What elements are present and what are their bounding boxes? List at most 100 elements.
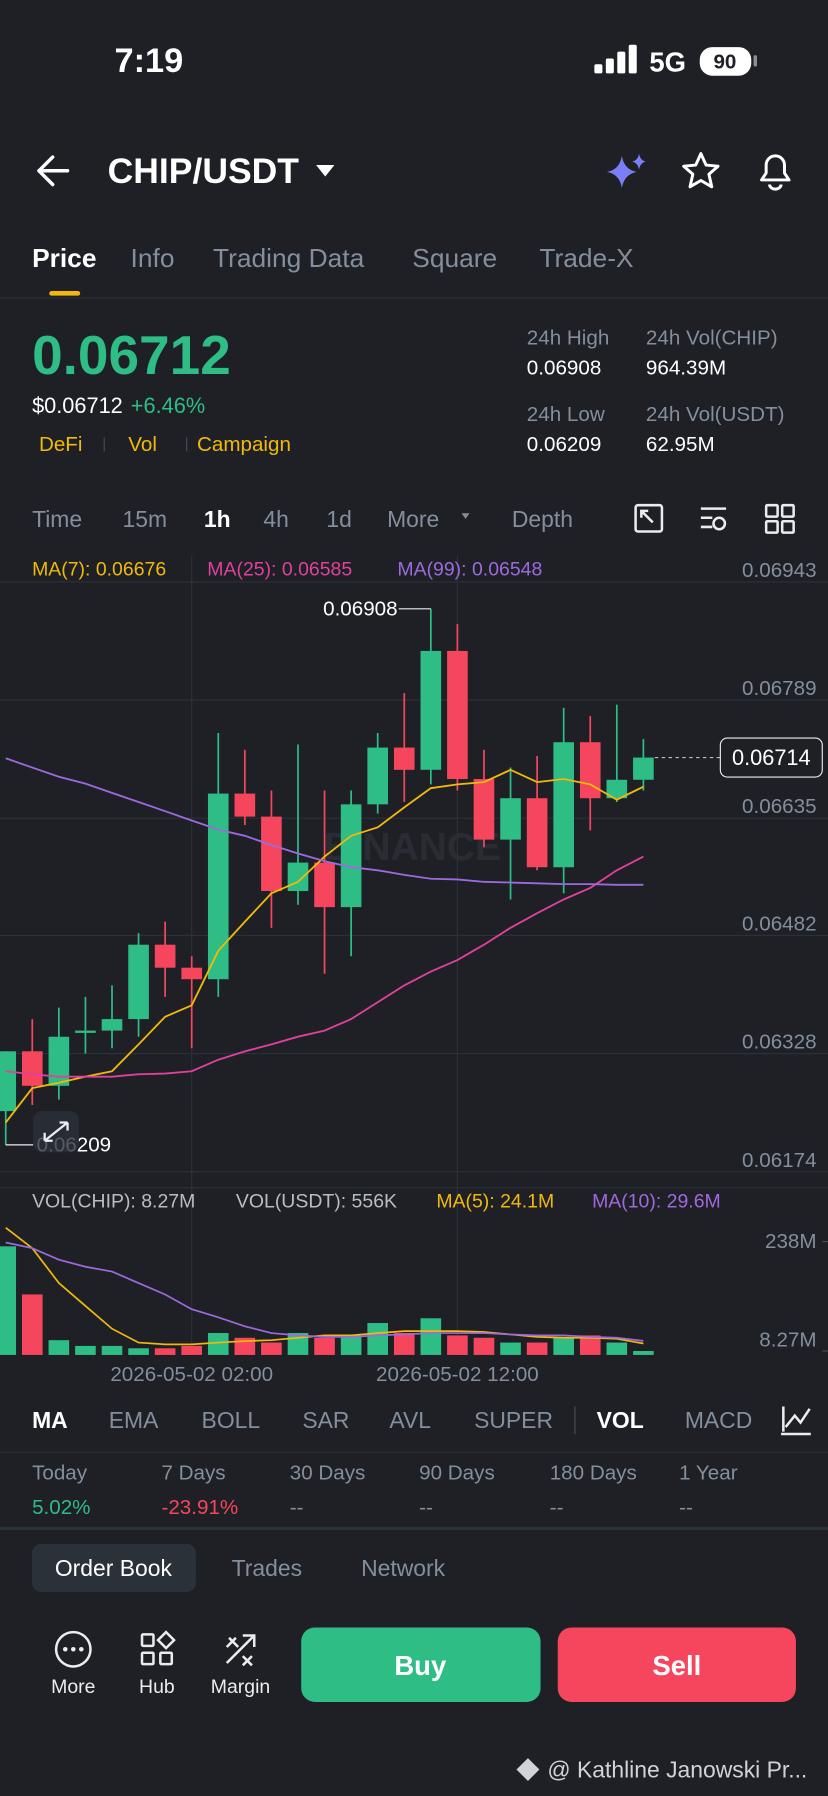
candle-body <box>207 793 229 980</box>
indicator[interactable]: SUPER <box>474 1407 553 1433</box>
status-time: 7:19 <box>115 42 184 80</box>
divider <box>0 1526 828 1531</box>
candle-body <box>234 793 256 817</box>
y-tick-label: 0.06635 <box>742 795 817 818</box>
ma-line <box>5 855 644 1078</box>
interval[interactable]: 4h <box>263 506 288 532</box>
candle-body <box>287 862 309 892</box>
indicator[interactable]: MACD <box>685 1407 752 1433</box>
volume-bar <box>447 1335 468 1355</box>
legend-entry: MA(99): 0.06548 <box>397 558 542 580</box>
interval[interactable]: 1h <box>204 506 231 532</box>
volume-bar <box>21 1294 43 1355</box>
candle-body <box>128 944 149 1020</box>
margin-icon[interactable] <box>225 1634 256 1667</box>
alert-button[interactable] <box>760 154 791 191</box>
footer-icon <box>516 1758 540 1781</box>
candle-body <box>447 650 468 780</box>
candle-body <box>340 804 362 908</box>
candle-body <box>367 747 389 805</box>
indicator[interactable]: EMA <box>109 1407 159 1433</box>
indicator[interactable]: MA <box>32 1407 68 1433</box>
volume-bar <box>128 1348 149 1355</box>
volume-ma-line <box>5 1227 644 1346</box>
candle-body <box>314 862 335 908</box>
period-change: -23.91% <box>161 1496 238 1519</box>
chart-tool-icons[interactable] <box>634 503 795 534</box>
back-button[interactable] <box>37 155 70 187</box>
volume-bar <box>420 1318 442 1355</box>
sell-label[interactable]: Sell <box>652 1650 701 1681</box>
ai-button[interactable] <box>606 153 646 188</box>
pair-title[interactable]: CHIP/USDT <box>108 151 300 191</box>
action-label[interactable]: Margin <box>211 1676 270 1698</box>
candle-body <box>420 650 442 770</box>
stat-label: 24h Vol(CHIP) <box>646 326 778 349</box>
interval[interactable]: 15m <box>123 506 168 532</box>
action-label[interactable]: More <box>51 1676 95 1698</box>
tag[interactable]: Vol <box>128 433 157 456</box>
volume-bar <box>393 1333 415 1355</box>
ma-line <box>5 768 644 1124</box>
indicator[interactable]: BOLL <box>202 1407 261 1433</box>
volume-ma-line <box>5 1241 644 1342</box>
tab-indicator <box>49 291 81 296</box>
tag[interactable]: DeFi <box>39 433 83 456</box>
tab[interactable]: Square <box>412 243 497 273</box>
book-tab[interactable]: Network <box>361 1555 446 1581</box>
volume-legend: MA(5): 24.1M <box>436 1190 554 1212</box>
interval[interactable]: 1d <box>326 506 351 532</box>
sell-button[interactable] <box>557 1627 796 1702</box>
indicator-settings[interactable] <box>781 1406 811 1436</box>
tab[interactable]: Trade-X <box>539 243 634 273</box>
volume-bar <box>154 1348 176 1355</box>
y-tick-label: 0.06174 <box>742 1149 817 1172</box>
indicator[interactable]: SAR <box>302 1407 349 1433</box>
tab[interactable]: Price <box>32 243 96 273</box>
x-tick-label: 2026-05-02 02:00 <box>110 1363 273 1386</box>
candle-body <box>633 757 654 780</box>
signal-icon <box>594 44 637 74</box>
network: 5G <box>649 46 686 77</box>
y-tick-label: 0.06482 <box>742 913 817 936</box>
candle-body <box>101 1019 123 1031</box>
candle-body <box>500 798 521 840</box>
volume-legend: VOL(USDT): 556K <box>236 1190 397 1212</box>
more-dots <box>62 1646 84 1652</box>
indicator[interactable]: VOL <box>597 1407 644 1433</box>
expand-icon <box>43 1121 69 1142</box>
indicator[interactable]: AVL <box>389 1407 431 1433</box>
tag[interactable]: Campaign <box>197 433 291 456</box>
tab-selected-bg <box>32 1543 196 1593</box>
stat-value: 62.95M <box>646 433 715 456</box>
pair-dropdown[interactable] <box>316 165 335 177</box>
price-tag <box>719 737 823 778</box>
favorite-button[interactable] <box>682 152 720 189</box>
legend-entry: MA(25): 0.06585 <box>207 558 352 580</box>
battery-icon <box>699 47 752 76</box>
volume-bar <box>606 1342 628 1355</box>
hub-icon[interactable] <box>140 1630 176 1666</box>
volume-bar <box>473 1337 495 1355</box>
more-caret[interactable] <box>461 513 470 519</box>
book-tab[interactable]: Trades <box>232 1555 302 1581</box>
action-label[interactable]: Hub <box>139 1676 175 1698</box>
interval[interactable]: Depth <box>512 506 573 532</box>
volume-legend: VOL(CHIP): 8.27M <box>32 1190 195 1212</box>
buy-button[interactable] <box>301 1627 541 1702</box>
tab[interactable]: Trading Data <box>213 243 365 273</box>
high-label: 0.06908 <box>323 597 398 620</box>
period-label: 1 Year <box>679 1461 738 1484</box>
more-icon[interactable] <box>54 1630 92 1668</box>
period-label: 7 Days <box>161 1461 225 1484</box>
interval[interactable]: More <box>387 506 439 532</box>
buy-label[interactable]: Buy <box>394 1650 447 1681</box>
volume-bar <box>101 1345 123 1355</box>
footer-watermark: @ Kathline Janowski Pr... <box>547 1757 807 1783</box>
battery-level: 90 <box>713 50 736 73</box>
tab[interactable]: Info <box>131 243 175 273</box>
period-change: 5.02% <box>32 1496 90 1519</box>
interval[interactable]: Time <box>32 506 82 532</box>
book-tab[interactable]: Order Book <box>55 1555 173 1581</box>
volume-chart: 238M 8.27M <box>0 1227 828 1355</box>
